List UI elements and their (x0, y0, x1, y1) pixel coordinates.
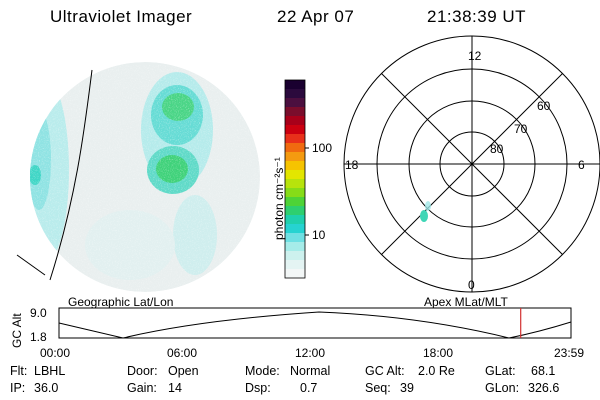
auroral-emission (30, 62, 260, 292)
colorbar-cell (285, 260, 305, 270)
glat-label: GLat: (485, 364, 516, 378)
mlat-label-80: 80 (490, 142, 504, 156)
door-value: Open (168, 364, 199, 378)
gain-value: 14 (168, 381, 182, 395)
colorbar-cell (285, 98, 305, 108)
mlt-label-18: 18 (345, 158, 359, 172)
colorbar-cell (285, 197, 305, 207)
colorbar-cell (285, 269, 305, 279)
terminator-tick (16, 254, 46, 276)
filter-value: LBHL (34, 364, 66, 378)
colorbar-cell (285, 224, 305, 234)
mode-value: Normal (290, 364, 331, 378)
ip-value: 36.0 (34, 381, 59, 395)
instrument-title: Ultraviolet Imager (50, 7, 193, 26)
ip-label: IP: (10, 381, 26, 395)
mlt-label-6: 6 (578, 158, 585, 172)
colorbar-cell (285, 143, 305, 153)
dsp-value: 0.7 (300, 381, 318, 395)
colorbar-cell (285, 242, 305, 252)
time-tick-1800: 18:00 (423, 346, 454, 360)
altitude-curve (58, 311, 572, 339)
glon-label: GLon: (485, 381, 520, 395)
time-label: 21:38:39 UT (427, 7, 527, 26)
gc-alt-axis-label: GC Alt (10, 313, 24, 348)
colorbar-cell (285, 80, 305, 90)
time-tick-2359: 23:59 (554, 346, 585, 360)
mlat-label-60: 60 (537, 99, 551, 113)
colorbar-unit-label: photon cm⁻²s⁻¹ (272, 157, 286, 240)
polar-emission-spot (420, 210, 428, 222)
colorbar-cell (285, 188, 305, 198)
colorbar-cell (285, 233, 305, 243)
mode-label: Mode: (245, 364, 280, 378)
gc-alt-timeline (58, 307, 572, 339)
filter-label: Flt: (10, 364, 28, 378)
apex-label: Apex MLat/MLT (424, 295, 508, 309)
geographic-label: Geographic Lat/Lon (68, 295, 174, 309)
glat-value: 68.1 (531, 364, 556, 378)
gc-alt-tick-1-8: 1.8 (30, 330, 47, 344)
colorbar-cell (285, 170, 305, 180)
time-tick-1200: 12:00 (295, 346, 326, 360)
seq-label: Seq: (365, 381, 391, 395)
polar-grid (343, 35, 600, 293)
mlat-label-70: 70 (514, 122, 528, 136)
time-tick-0600: 06:00 (167, 346, 198, 360)
color-bar (284, 79, 309, 279)
colorbar-cell (285, 116, 305, 126)
colorbar-cell (285, 134, 305, 144)
colorbar-cell (285, 125, 305, 135)
mlt-label-0: 0 (468, 278, 475, 292)
colorbar-tick-100: 100 (312, 141, 333, 155)
date-label: 22 Apr 07 (277, 7, 355, 26)
colorbar-cell (285, 89, 305, 99)
limb-line (49, 69, 93, 281)
colorbar-cell (285, 179, 305, 189)
colorbar-cell (285, 161, 305, 171)
colorbar-cell (285, 251, 305, 261)
time-tick-0000: 00:00 (40, 346, 71, 360)
seq-value: 39 (400, 381, 414, 395)
gain-label: Gain: (127, 381, 157, 395)
mlt-label-12: 12 (468, 49, 482, 63)
colorbar-cell (285, 215, 305, 225)
colorbar-cell (285, 107, 305, 117)
gc-alt-value: 2.0 Re (418, 364, 455, 378)
gc-alt-tick-9: 9.0 (30, 306, 47, 320)
dsp-label: Dsp: (245, 381, 271, 395)
colorbar-cell (285, 152, 305, 162)
door-label: Door: (127, 364, 158, 378)
colorbar-tick-10: 10 (312, 228, 326, 242)
auroral-image (16, 62, 260, 292)
colorbar-cell (285, 206, 305, 216)
gc-alt-label: GC Alt: (365, 364, 405, 378)
glon-value: 326.6 (528, 381, 560, 395)
